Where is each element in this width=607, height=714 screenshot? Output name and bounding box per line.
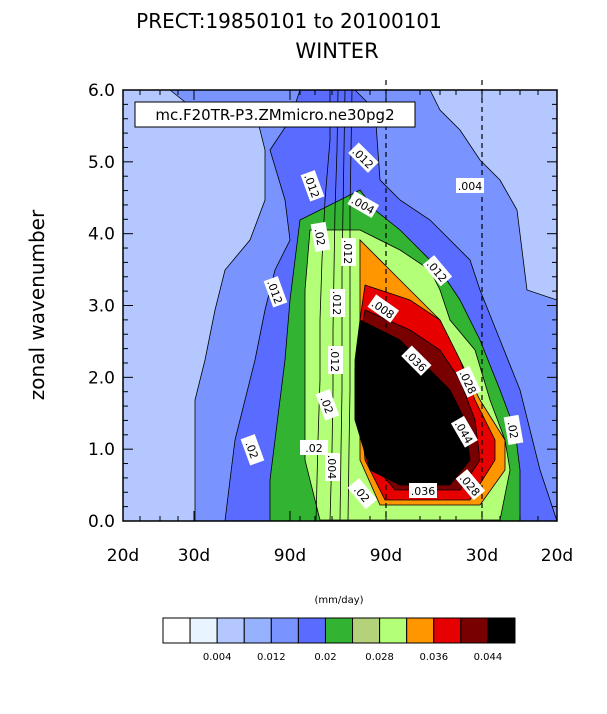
colorbar-label: 0.044: [474, 652, 503, 663]
contour-label-box: [315, 389, 340, 421]
contour-label-text: .02: [505, 420, 521, 439]
contour-label: .02: [310, 221, 331, 253]
colorbar-swatch: [216, 617, 245, 644]
contour-label-box: [456, 178, 484, 193]
contour-label-box: [341, 238, 356, 266]
contour-region: [354, 339, 463, 479]
y-tick-label: 5.0: [88, 153, 115, 173]
contour-line: [315, 90, 331, 522]
contour-label: .02: [240, 434, 265, 466]
y-tick-label: 6.0: [88, 81, 115, 101]
contour-label-box: [240, 434, 265, 466]
colorbar-swatch: [162, 617, 191, 644]
units-label: (mm/day): [314, 595, 363, 606]
contour-label-box: [455, 469, 486, 501]
contour-label: .036: [409, 483, 437, 498]
x-tick-label: 20d: [107, 546, 139, 566]
contour-label-box: [450, 415, 478, 448]
contour-label-box: [503, 414, 524, 446]
colorbar-swatch: [487, 617, 516, 644]
colorbar-swatch: [270, 617, 299, 644]
colorbar-labels: 0.004 0.012 0.02 0.028 0.036 0.044: [203, 652, 502, 663]
contour-label-box: [401, 345, 432, 376]
contour-label-box: [263, 276, 288, 308]
x-tick-label: 30d: [178, 546, 210, 566]
contour-label: .004: [325, 453, 340, 481]
y-tick-label: 1.0: [88, 440, 115, 460]
y-tick-label: 0.0: [88, 512, 115, 532]
colorbar-label: 0.036: [419, 652, 448, 663]
chart-title-line1: PRECT:19850101 to 20100101: [136, 9, 442, 33]
legend-box-text: mc.F20TR-P3.ZMmicro.ne30pg2: [155, 106, 394, 124]
y-tick-label: 4.0: [88, 225, 115, 245]
x-tick-label: 30d: [466, 546, 498, 566]
colorbar-swatch: [406, 617, 435, 644]
contour-label-box: [300, 440, 328, 455]
colorbar-label: 0.02: [314, 652, 336, 663]
colorbar-swatch: [243, 617, 272, 644]
contour-label: .02: [503, 414, 524, 446]
colorbar-swatch: [433, 617, 462, 644]
contour-label: .004: [456, 178, 484, 193]
colorbar-swatch: [324, 617, 354, 644]
contour-label-box: [328, 346, 343, 374]
y-axis-label: zonal wavenumber: [25, 209, 49, 400]
contour-line: [347, 89, 353, 522]
contour-labels: .012.02.012.012.004.012.012.02.02.004.01…: [240, 142, 524, 510]
y-tick-label: 3.0: [88, 297, 115, 317]
contour-label-text: .02: [305, 442, 323, 455]
contour-label-box: [325, 453, 340, 481]
contour-label-text: .012: [328, 348, 341, 373]
contour-label-box: [348, 142, 379, 173]
contour-label: .02: [315, 389, 340, 421]
contour-label: .012: [341, 238, 356, 266]
contour-label-text: .004: [458, 180, 483, 193]
contour-label-box: [367, 294, 400, 323]
axis-ticks: [122, 89, 558, 522]
x-tick-label: 20d: [541, 546, 573, 566]
contour-label: .012: [328, 346, 343, 374]
contour-label: .02: [300, 440, 328, 455]
x-tick-label: 90d: [370, 546, 402, 566]
x-tick-label: 90d: [274, 546, 306, 566]
contour-label-text: .02: [242, 440, 260, 461]
colorbar-label: 0.004: [203, 652, 232, 663]
contour-label-text: .012: [341, 240, 354, 265]
colorbar-label: 0.012: [257, 652, 286, 663]
colorbar-swatch: [189, 617, 218, 644]
tick-labels: 0.0 1.0 2.0 3.0 4.0 5.0 6.0 20d 30d 90d 90d 30d 20d: [88, 81, 573, 566]
contour-label-box: [347, 478, 378, 510]
contour-label-box: [422, 255, 453, 287]
contour-label-box: [347, 191, 380, 219]
contour-label-box: [455, 365, 482, 398]
contour-label-text: .012: [330, 291, 343, 316]
colorbar-swatch: [379, 617, 408, 644]
legend-box: mc.F20TR-P3.ZMmicro.ne30pg2: [134, 101, 416, 128]
colorbar-swatch: [460, 617, 489, 644]
contour-label-text: .02: [317, 395, 335, 416]
colorbar-label: 0.028: [365, 652, 394, 663]
y-tick-label: 2.0: [88, 368, 115, 388]
contour-label-box: [409, 483, 437, 498]
colorbar-swatch: [297, 617, 326, 644]
contour-label-box: [300, 170, 325, 202]
contour-label-text: .02: [312, 227, 328, 246]
contour-label-text: .004: [325, 455, 338, 480]
contour-label: .012: [330, 289, 345, 317]
colorbar: [162, 617, 516, 644]
contour-label-text: .036: [411, 485, 436, 498]
colorbar-swatch: [352, 617, 381, 644]
contour-label-box: [330, 289, 345, 317]
contour-label-box: [310, 221, 331, 253]
chart-title-line2: WINTER: [295, 39, 378, 63]
